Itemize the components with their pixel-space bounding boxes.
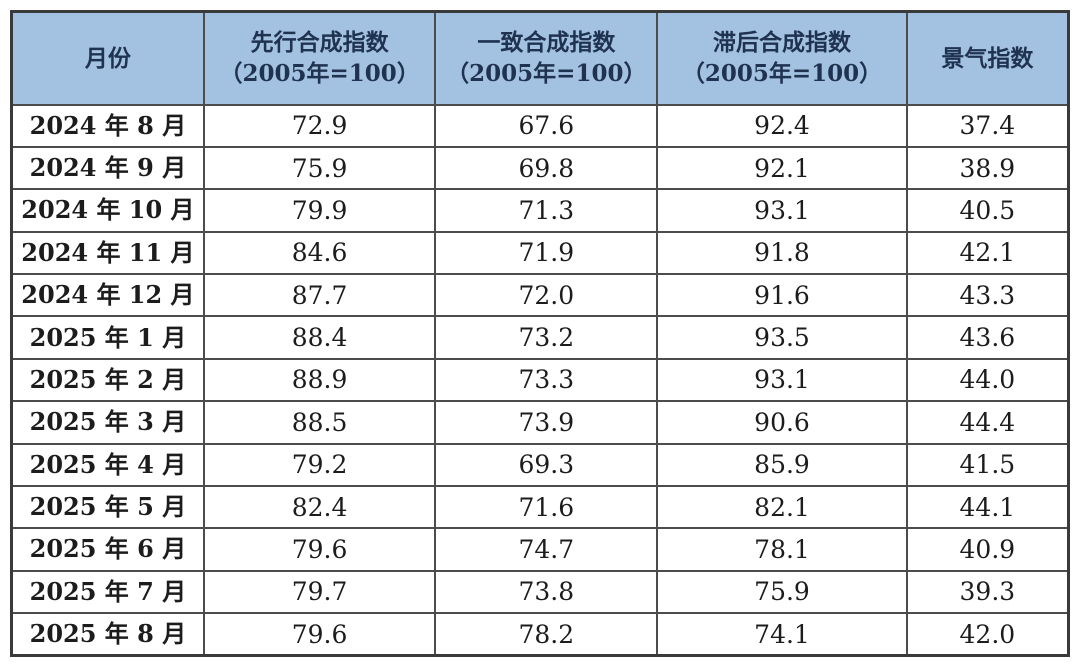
column-header-line2: （2005年=100） [219,60,420,88]
value-cell: 78.2 [434,612,659,657]
value-cell: 79.6 [202,527,437,572]
value-cell: 44.1 [905,484,1070,530]
table-header: 月份 先行合成指数 （2005年=100） 一致合成指数 （2005年=100） 滞后合成… [10,10,1070,106]
value-cell: 79.2 [202,442,437,487]
value-cell: 41.5 [905,442,1070,487]
column-header-line2: （2005年=100） [681,60,883,88]
column-header: 先行合成指数 （2005年=100） [202,10,437,106]
value-cell: 88.5 [202,400,437,445]
value-cell: 42.0 [905,612,1070,657]
month-cell: 2025 年 7 月 [10,569,205,615]
value-cell: 72.9 [202,103,437,148]
value-cell: 78.1 [656,527,908,572]
value-cell: 73.3 [434,357,659,403]
value-cell: 72.0 [434,272,659,318]
value-cell: 84.6 [202,230,437,276]
table-row: 2024 年 10 月 79.9 71.3 93.1 40.5 [10,188,1070,233]
table-row: 2025 年 2 月 88.9 73.3 93.1 44.0 [10,357,1070,403]
value-cell: 79.6 [202,612,437,657]
value-cell: 87.7 [202,272,437,318]
value-cell: 71.6 [434,484,659,530]
month-cell: 2025 年 3 月 [10,400,205,445]
column-header-line1: 景气指数 [941,44,1034,72]
month-cell: 2024 年 12 月 [10,272,205,318]
value-cell: 85.9 [656,442,908,487]
value-cell: 93.1 [656,188,908,233]
month-cell: 2025 年 8 月 [10,612,205,657]
column-header-line1: 滞后合成指数 [713,29,852,57]
column-header: 月份 [10,10,205,106]
value-cell: 73.8 [434,569,659,615]
table-row: 2025 年 1 月 88.4 73.2 93.5 43.6 [10,315,1070,360]
value-cell: 79.9 [202,188,437,233]
value-cell: 75.9 [202,145,437,191]
value-cell: 88.4 [202,315,437,360]
value-cell: 75.9 [656,569,908,615]
value-cell: 73.2 [434,315,659,360]
value-cell: 39.3 [905,569,1070,615]
value-cell: 40.5 [905,188,1070,233]
value-cell: 92.4 [656,103,908,148]
table-row: 2024 年 12 月 87.7 72.0 91.6 43.3 [10,272,1070,318]
table-row: 2024 年 8 月 72.9 67.6 92.4 37.4 [10,103,1070,148]
value-cell: 73.9 [434,400,659,445]
month-cell: 2024 年 10 月 [10,188,205,233]
value-cell: 82.1 [656,484,908,530]
table-row: 2025 年 3 月 88.5 73.9 90.6 44.4 [10,400,1070,445]
table-body: 2024 年 8 月 72.9 67.6 92.4 37.4 2024 年 9 月 75.9… [10,103,1070,657]
month-cell: 2025 年 4 月 [10,442,205,487]
table-row: 2025 年 8 月 79.6 78.2 74.1 42.0 [10,612,1070,657]
column-header-line2: （2005年=100） [446,60,647,88]
value-cell: 74.7 [434,527,659,572]
table-row: 2025 年 6 月 79.6 74.7 78.1 40.9 [10,527,1070,572]
table-row: 2024 年 9 月 75.9 69.8 92.1 38.9 [10,145,1070,191]
value-cell: 67.6 [434,103,659,148]
header-row: 月份 先行合成指数 （2005年=100） 一致合成指数 （2005年=100） 滞后合成… [10,10,1070,106]
value-cell: 69.8 [434,145,659,191]
month-cell: 2025 年 1 月 [10,315,205,360]
value-cell: 91.6 [656,272,908,318]
value-cell: 71.3 [434,188,659,233]
value-cell: 43.6 [905,315,1070,360]
value-cell: 37.4 [905,103,1070,148]
column-header: 滞后合成指数 （2005年=100） [656,10,908,106]
value-cell: 44.0 [905,357,1070,403]
month-cell: 2025 年 6 月 [10,527,205,572]
value-cell: 93.1 [656,357,908,403]
value-cell: 69.3 [434,442,659,487]
value-cell: 74.1 [656,612,908,657]
table-row: 2025 年 5 月 82.4 71.6 82.1 44.1 [10,484,1070,530]
value-cell: 90.6 [656,400,908,445]
index-table: 月份 先行合成指数 （2005年=100） 一致合成指数 （2005年=100） 滞后合成… [10,10,1070,657]
value-cell: 79.7 [202,569,437,615]
value-cell: 42.1 [905,230,1070,276]
column-header: 景气指数 [905,10,1070,106]
column-header: 一致合成指数 （2005年=100） [434,10,659,106]
month-cell: 2024 年 8 月 [10,103,205,148]
value-cell: 38.9 [905,145,1070,191]
table-row: 2025 年 4 月 79.2 69.3 85.9 41.5 [10,442,1070,487]
month-cell: 2025 年 5 月 [10,484,205,530]
value-cell: 44.4 [905,400,1070,445]
value-cell: 93.5 [656,315,908,360]
table-row: 2024 年 11 月 84.6 71.9 91.8 42.1 [10,230,1070,276]
value-cell: 88.9 [202,357,437,403]
month-cell: 2024 年 11 月 [10,230,205,276]
month-cell: 2025 年 2 月 [10,357,205,403]
value-cell: 92.1 [656,145,908,191]
value-cell: 43.3 [905,272,1070,318]
column-header-line1: 先行合成指数 [250,29,389,57]
column-header-line1: 一致合成指数 [477,29,616,57]
value-cell: 91.8 [656,230,908,276]
value-cell: 71.9 [434,230,659,276]
value-cell: 82.4 [202,484,437,530]
month-cell: 2024 年 9 月 [10,145,205,191]
value-cell: 40.9 [905,527,1070,572]
column-header-line1: 月份 [84,44,131,72]
table-row: 2025 年 7 月 79.7 73.8 75.9 39.3 [10,569,1070,615]
